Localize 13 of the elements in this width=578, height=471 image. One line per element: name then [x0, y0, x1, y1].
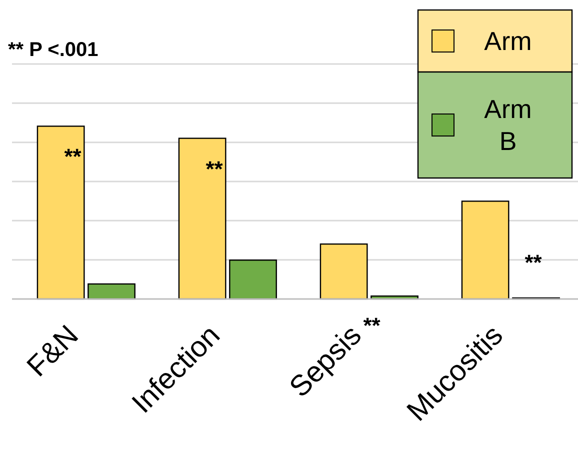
annotation: **: [363, 313, 381, 338]
annotation: **: [206, 156, 224, 182]
legend-label: Arm B: [484, 94, 532, 156]
bar: [229, 260, 277, 300]
bar: [461, 200, 510, 300]
bar: [88, 283, 136, 300]
bar: [178, 138, 226, 300]
chart-title: ** P <.001: [8, 39, 98, 61]
annotation: **: [524, 250, 542, 275]
annotation: **: [64, 144, 82, 170]
bar: [320, 243, 368, 300]
legend-label: Arm: [484, 26, 532, 56]
bar: [36, 126, 85, 300]
